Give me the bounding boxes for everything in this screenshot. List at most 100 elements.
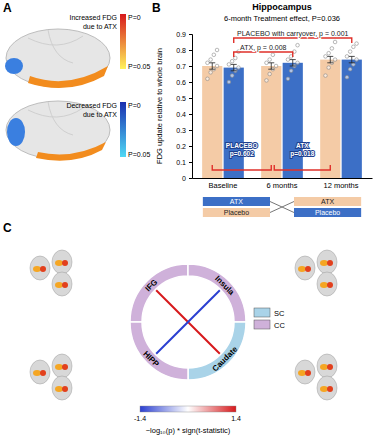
data-point [324,74,328,78]
legend-label: SC [274,309,285,318]
legend-swatch [254,308,270,317]
tick-label: 0.6 [176,79,186,86]
tick-label: 0.7 [176,63,186,70]
data-point [265,79,269,83]
tick: Baseline [209,178,238,190]
decrease-region [7,118,25,146]
tick-label: 0.1 [176,159,186,166]
bar [283,63,303,178]
bar [224,68,244,178]
error-bar [349,56,355,62]
tick-label: 0.5 [176,95,186,102]
activation [327,386,333,392]
tick-mark [189,146,192,147]
data-point [296,61,300,65]
data-point [268,58,272,62]
panel-label: B [152,1,161,15]
data-point [215,64,219,68]
colorbar-title: due to ATX [83,23,117,30]
tick: 0.6 [176,79,192,86]
activation [55,260,63,266]
tick-label: 0.8 [176,47,186,54]
bar [342,60,362,178]
colorbar-label: P=0.05 [128,151,150,158]
plot-marks [202,40,362,178]
schedule-box [203,208,270,217]
tick-label: 0.4 [176,111,186,118]
activation [327,260,333,266]
schedule-box [294,208,361,217]
panel-label: C [3,221,12,235]
brain-slice [317,376,337,400]
annotation: PLACEBO [226,142,258,149]
error-bar [231,64,237,70]
brain-slice [52,250,72,274]
data-point [230,74,234,78]
tick-mark [189,34,192,35]
increase-region [36,142,106,161]
activation [62,282,68,288]
error-bar [327,56,333,62]
data-point [352,45,356,49]
tick: 0.2 [176,143,192,150]
data-point [333,40,337,44]
tick-mark [189,50,192,51]
annotation: PLACEBO with carryover, p = 0.001 [237,30,349,38]
brain-slice [295,360,315,384]
activation [33,370,41,376]
activation [55,364,63,370]
activation [40,266,46,272]
activation [305,370,311,376]
colorbar [120,102,126,157]
tick: 6 months [267,178,298,190]
error-bar [268,63,274,69]
data-point [345,75,349,79]
data-point [209,58,213,62]
colorbar-title: −log₁₀(p) * sign(t-statistic) [146,426,231,435]
error-bar [209,63,215,69]
brain-slice [30,360,50,384]
connection [156,290,220,354]
tick: 0.7 [176,63,192,70]
tick-label: 0.3 [176,127,186,134]
data-point [289,69,293,73]
data-point [327,66,331,70]
panel-c: CIFGInsulaCaudateHIPPSCCC-1.41.4−log₁₀(p… [3,221,337,435]
activation [62,260,68,266]
schedule-label: ATX [230,198,243,205]
schedule-box [203,197,270,206]
tick-mark [189,66,192,67]
annotation: ATX, p = 0.008 [240,44,286,52]
data-point [212,53,216,57]
tick: 0 [182,175,192,182]
axis-line [189,35,193,179]
data-point [274,64,278,68]
axis-line [193,178,373,179]
brain-slice [295,256,315,280]
activation [55,282,63,288]
bracket [274,165,330,170]
tick-label: 6 months [267,181,298,190]
bar [202,66,222,178]
bracket [212,165,271,170]
figure: AIncreased FDGdue to ATXP=0P=0.05Decreas… [0,0,377,440]
activation [55,386,63,392]
data-point [286,77,290,81]
legend-swatch [254,320,270,329]
tick-label: 0.2 [176,143,186,150]
brain-slice [52,272,72,296]
annotation: p=0.018 [290,150,314,158]
colorbar [120,14,126,69]
colorbar [140,406,236,412]
brain-sulcus [28,30,83,63]
data-point [237,66,241,70]
activation [62,364,68,370]
data-point [324,55,328,59]
colorbar-label: P=0 [128,14,141,21]
tick-mark [189,114,192,115]
y-axis-title: FDG update relative to whole brain [155,48,164,164]
tick-mark [189,130,192,131]
tick-label: 0 [182,175,186,182]
panel-b: BHippocampus6-month Treatment effect, P=… [152,1,373,217]
colorbar-label: P=0 [128,102,141,109]
